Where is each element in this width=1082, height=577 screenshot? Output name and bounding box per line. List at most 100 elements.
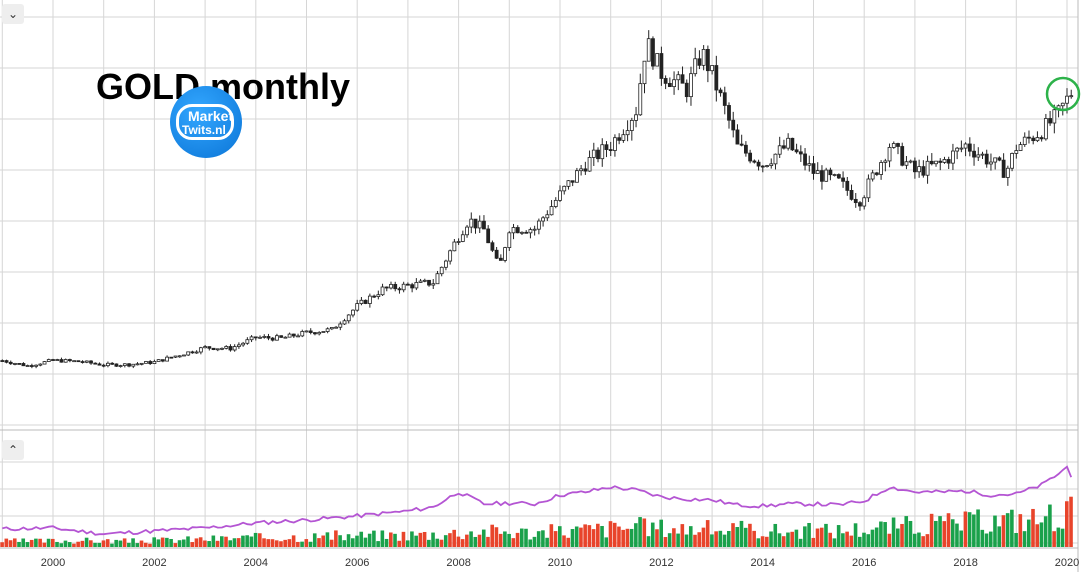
- volume-bar: [380, 530, 385, 547]
- volume-bar: [194, 538, 199, 547]
- candle-body: [1052, 109, 1057, 124]
- candle-body: [803, 153, 807, 166]
- candle-body: [642, 60, 647, 85]
- volume-bar: [883, 522, 887, 547]
- x-tick-label: 2016: [852, 557, 876, 569]
- volume-bar: [566, 537, 571, 547]
- volume-bar: [359, 531, 364, 547]
- volume-bar: [460, 539, 465, 547]
- candle-body: [879, 162, 883, 175]
- x-tick-label: 2004: [244, 557, 268, 569]
- candle-body: [824, 169, 829, 182]
- candle-body: [807, 163, 812, 166]
- volume-bar: [465, 534, 469, 547]
- volume-bar: [862, 532, 866, 547]
- candle-body: [769, 163, 774, 166]
- candle-body: [883, 160, 888, 163]
- candle-body: [76, 360, 81, 363]
- volume-bar: [553, 531, 558, 547]
- candle-body: [1043, 118, 1048, 140]
- x-tick-label: 2020: [1055, 557, 1079, 569]
- candle-body: [439, 266, 444, 275]
- volume-bar: [287, 539, 292, 547]
- candle-body: [1060, 102, 1065, 107]
- candle-body: [946, 159, 951, 164]
- volume-bar: [705, 520, 710, 547]
- volume-bar: [376, 541, 380, 547]
- volume-bar: [634, 523, 638, 547]
- volume-bar: [469, 531, 473, 547]
- x-tick-label: 2000: [41, 557, 65, 569]
- candle-body: [456, 241, 461, 243]
- candle-body: [532, 228, 537, 231]
- candle-body: [511, 227, 516, 234]
- candle-body: [414, 282, 419, 289]
- volume-bar: [110, 543, 114, 547]
- candle-body: [51, 359, 55, 361]
- candle-body: [72, 360, 77, 363]
- candle-body: [752, 160, 757, 163]
- candle-body: [693, 58, 698, 75]
- chevron-up-icon[interactable]: ⌃: [2, 440, 24, 460]
- candle-body: [731, 119, 736, 131]
- volume-bar: [186, 536, 190, 547]
- volume-bar: [815, 528, 820, 547]
- volume-bar: [291, 535, 296, 547]
- candle-body: [600, 144, 605, 160]
- candle-body: [1001, 159, 1006, 178]
- candle-body: [245, 339, 250, 344]
- candle-body: [38, 363, 43, 366]
- volume-bar: [198, 537, 203, 547]
- candle-body: [122, 363, 127, 366]
- candle-body: [211, 347, 216, 351]
- candle-body: [896, 143, 900, 147]
- candle-body: [524, 231, 529, 234]
- volume-bar: [879, 521, 883, 547]
- candle-body: [346, 314, 351, 322]
- candle-body: [198, 347, 203, 353]
- candle-body: [59, 359, 64, 363]
- volume-bar: [976, 509, 980, 547]
- candle-body: [372, 295, 377, 298]
- volume-bar: [617, 526, 621, 547]
- candle-body: [735, 129, 740, 145]
- volume-bar: [1039, 522, 1044, 547]
- volume-bar: [173, 543, 178, 547]
- volume-bar: [934, 520, 938, 547]
- candle-body: [765, 165, 769, 167]
- volume-bar: [591, 529, 596, 547]
- candle-body: [870, 172, 875, 180]
- x-axis-labels: 2000 2002 2004 2006 2008 2010 2012 2014 2016 2018…: [41, 557, 1079, 569]
- candle-body: [156, 359, 161, 362]
- candle-body: [739, 143, 744, 146]
- candle-body: [651, 38, 655, 67]
- candle-body: [283, 336, 288, 339]
- volume-bar: [452, 529, 456, 547]
- volume-bar: [494, 527, 499, 547]
- volume-bar: [29, 539, 34, 547]
- volume-bar: [752, 530, 756, 547]
- volume-bar: [667, 533, 672, 547]
- candle-body: [832, 174, 837, 176]
- volume-bar: [545, 537, 549, 547]
- candle-body: [329, 326, 334, 330]
- volume-bar: [600, 526, 604, 547]
- volume-bar: [896, 528, 900, 547]
- volume-bar: [55, 541, 59, 547]
- volume-bar: [283, 539, 287, 547]
- volume-bar: [1026, 519, 1031, 547]
- candle-body: [160, 359, 165, 362]
- candle-body: [959, 147, 964, 150]
- volume-bar: [8, 540, 13, 547]
- volume-bar: [89, 540, 93, 547]
- candle-body: [722, 92, 727, 106]
- candle-body: [338, 323, 343, 328]
- candle-body: [1022, 136, 1027, 145]
- volume-bar: [980, 529, 985, 547]
- candle-body: [993, 157, 998, 163]
- candle-body: [135, 363, 140, 366]
- volume-bar: [574, 526, 579, 547]
- volume-bar: [80, 540, 85, 547]
- chevron-down-icon[interactable]: ⌄: [2, 4, 24, 24]
- candle-body: [845, 180, 850, 191]
